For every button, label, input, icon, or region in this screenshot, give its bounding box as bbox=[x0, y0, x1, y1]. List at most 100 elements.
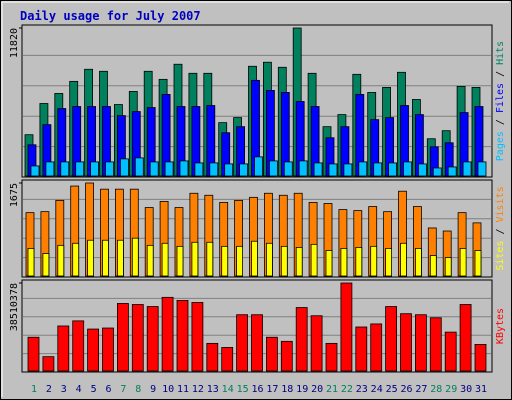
bar bbox=[161, 242, 169, 277]
x-tick-label: 1 bbox=[31, 384, 37, 395]
bar bbox=[179, 160, 189, 177]
legend-entry: Sites bbox=[495, 241, 506, 271]
bar bbox=[60, 161, 70, 177]
legend-separator: / bbox=[495, 113, 506, 131]
x-tick-label: 4 bbox=[76, 384, 82, 395]
bar bbox=[206, 342, 219, 372]
bar bbox=[355, 247, 363, 277]
bar bbox=[283, 161, 293, 177]
y-tick-label: 38510378 bbox=[9, 283, 20, 331]
legend-separator: / bbox=[495, 65, 506, 83]
legend: Sites / Visits bbox=[495, 186, 506, 270]
bar bbox=[328, 163, 338, 177]
x-tick-label: 30 bbox=[460, 384, 472, 395]
bar bbox=[134, 157, 144, 177]
bar bbox=[373, 162, 383, 177]
bar bbox=[298, 160, 308, 177]
x-tick-label: 18 bbox=[281, 384, 293, 395]
bar bbox=[280, 340, 293, 372]
bar bbox=[236, 245, 244, 277]
bar bbox=[191, 241, 199, 277]
bar bbox=[295, 247, 303, 277]
bar bbox=[385, 306, 398, 372]
x-tick-label: 27 bbox=[415, 384, 427, 395]
chart-title: Daily usage for July 2007 bbox=[20, 9, 201, 23]
bar bbox=[313, 162, 323, 177]
bar bbox=[90, 161, 99, 177]
x-tick-label: 14 bbox=[222, 384, 234, 395]
bar bbox=[310, 315, 323, 372]
bar bbox=[432, 167, 442, 177]
x-tick-label: 23 bbox=[356, 384, 368, 395]
bar bbox=[414, 248, 422, 277]
bar bbox=[417, 163, 427, 177]
bar bbox=[87, 239, 94, 277]
bar bbox=[194, 162, 204, 177]
x-tick-label: 28 bbox=[430, 384, 442, 395]
bar bbox=[325, 250, 333, 277]
bar bbox=[477, 161, 487, 177]
bar bbox=[251, 240, 258, 277]
bar bbox=[385, 248, 393, 277]
x-tick-label: 2 bbox=[46, 384, 52, 395]
bar bbox=[414, 314, 427, 372]
bar bbox=[75, 161, 85, 177]
bar bbox=[429, 317, 442, 372]
x-tick-label: 15 bbox=[237, 384, 249, 395]
bar bbox=[117, 303, 129, 372]
bar bbox=[209, 162, 219, 177]
bar bbox=[176, 299, 189, 372]
bar bbox=[340, 248, 348, 277]
legend-entry: Pages bbox=[495, 131, 506, 161]
x-tick-label: 3 bbox=[61, 384, 67, 395]
y-tick-label: 11820 bbox=[9, 28, 20, 58]
bar bbox=[254, 156, 263, 177]
x-tick-label: 29 bbox=[445, 384, 457, 395]
bar bbox=[268, 160, 278, 177]
bar bbox=[72, 320, 85, 372]
bar bbox=[45, 161, 55, 177]
bar bbox=[57, 325, 70, 372]
bar bbox=[149, 161, 159, 177]
x-tick-label: 25 bbox=[386, 384, 398, 395]
x-tick-label: 9 bbox=[150, 384, 156, 395]
x-tick-label: 26 bbox=[400, 384, 412, 395]
bar bbox=[27, 336, 40, 372]
x-tick-label: 20 bbox=[311, 384, 323, 395]
bar bbox=[146, 306, 159, 372]
bar bbox=[340, 282, 353, 372]
bar bbox=[444, 257, 452, 277]
bar bbox=[370, 323, 383, 372]
bar bbox=[131, 304, 144, 372]
x-tick-label: 6 bbox=[105, 384, 111, 395]
bar bbox=[131, 237, 139, 277]
bar bbox=[403, 161, 412, 177]
bar bbox=[400, 313, 412, 372]
bar bbox=[343, 163, 353, 177]
x-tick-label: 17 bbox=[266, 384, 278, 395]
x-tick-label: 8 bbox=[135, 384, 141, 395]
bar bbox=[444, 331, 457, 372]
bar bbox=[429, 255, 437, 277]
bar bbox=[310, 243, 318, 277]
bar bbox=[105, 161, 114, 177]
bar bbox=[164, 161, 174, 177]
x-tick-label: 31 bbox=[475, 384, 487, 395]
bar bbox=[161, 296, 174, 372]
bar bbox=[462, 161, 472, 177]
bar bbox=[27, 248, 35, 277]
bar bbox=[280, 245, 288, 277]
bar bbox=[224, 163, 234, 177]
bar bbox=[102, 327, 114, 372]
bar bbox=[42, 356, 55, 372]
bar bbox=[474, 343, 487, 372]
bar bbox=[295, 307, 308, 372]
legend-separator: / bbox=[495, 222, 506, 240]
bar bbox=[191, 302, 204, 372]
bar bbox=[57, 244, 65, 277]
y-tick-label: 1675 bbox=[9, 183, 20, 207]
bar bbox=[355, 326, 368, 372]
bar bbox=[239, 163, 249, 177]
legend-entry: Hits bbox=[495, 41, 506, 65]
bar bbox=[325, 342, 338, 372]
